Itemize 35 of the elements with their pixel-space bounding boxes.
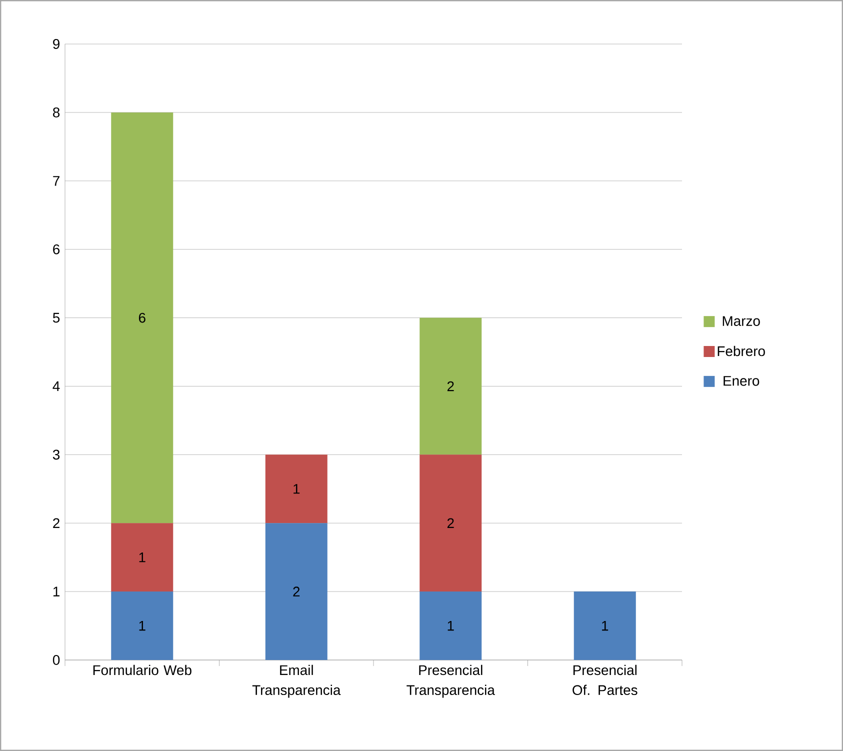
bar [111,592,174,660]
bar [574,592,636,660]
bar [111,112,174,524]
legend-label: Enero [724,376,760,386]
y-tick-label: 8 [53,108,60,118]
y-tick-label: 0 [52,655,60,665]
data-label: 2 [447,518,454,528]
x-tick-label: Email Transparencia [252,664,341,698]
y-tick-label: 3 [52,450,60,460]
y-tick-label: 5 [52,312,60,323]
x-tick-label: Formulario Web [93,664,192,676]
y-tick-label: 2 [53,518,60,528]
data-label: 1 [448,620,454,631]
data-label: 6 [138,312,146,323]
y-tick-label: 4 [52,381,60,392]
bar [420,592,482,660]
legend-label: Marzo [722,316,760,326]
data-label: 2 [447,381,454,392]
y-tick-label: 9 [53,39,60,49]
legend-label: Febrero [718,346,765,356]
y-tick-label: 7 [53,176,60,186]
bar [420,454,482,592]
data-label: 1 [139,620,146,631]
bar [265,454,328,524]
bar [111,523,174,592]
bar [265,523,328,660]
y-tick-label: 1 [53,586,60,596]
data-label: 1 [602,620,608,631]
data-label: 2 [293,586,300,596]
data-label: 1 [294,484,300,494]
x-tick-label: Presencial Transparencia [406,664,495,698]
data-label: 1 [139,552,146,562]
bar [420,318,482,455]
y-tick-label: 6 [53,244,60,254]
x-tick-label: Presencial Of. Partes [572,664,638,696]
